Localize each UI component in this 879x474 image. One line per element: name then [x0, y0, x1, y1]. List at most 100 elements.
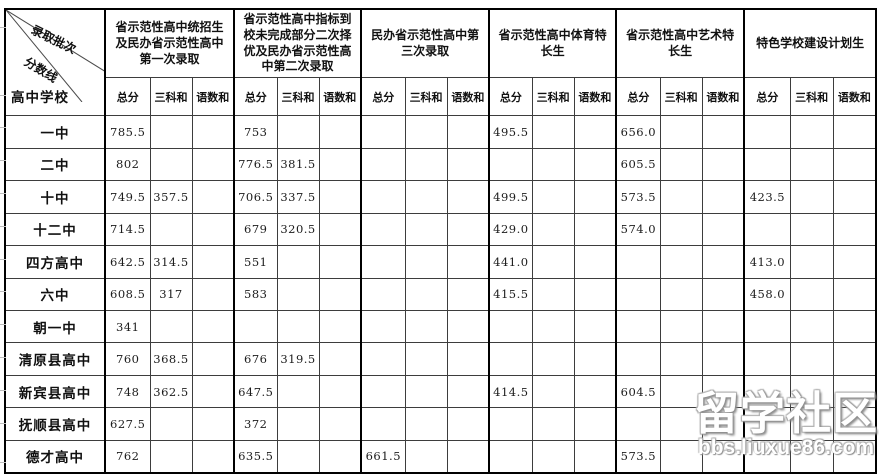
- school-name: 抚顺县高中: [4, 407, 106, 441]
- score-cell: [743, 439, 791, 474]
- subheader-cell: 语数和: [573, 77, 617, 117]
- score-cell: [701, 147, 745, 182]
- group-header-first-admission: 省示范性高中统招生及民办省示范性高中第一次录取: [103, 8, 235, 79]
- score-cell: [191, 147, 235, 182]
- gutter-gridline-tick: [0, 127, 6, 128]
- score-cell: 495.5: [488, 115, 533, 149]
- score-cell: 551: [233, 245, 278, 279]
- score-cell: 414.5: [488, 374, 533, 409]
- score-cell: [832, 147, 877, 182]
- score-cell: [659, 115, 703, 149]
- subheader-cell: 总分: [743, 77, 791, 117]
- score-cell: [360, 180, 406, 214]
- gutter-gridline-tick: [0, 423, 6, 424]
- score-cell: [318, 374, 362, 409]
- score-cell: [832, 309, 877, 344]
- score-cell: [488, 342, 533, 376]
- score-cell: [318, 212, 362, 247]
- score-cell: [832, 342, 877, 376]
- school-name: 十二中: [4, 212, 106, 247]
- score-cell: [531, 212, 575, 247]
- score-cell: [149, 115, 193, 149]
- score-cell: [149, 147, 193, 182]
- score-cell: [615, 245, 661, 279]
- score-cell: 372: [233, 407, 278, 441]
- score-cell: [446, 309, 490, 344]
- table-row: 德才高中 762 635.5 661.5 573.5: [4, 439, 877, 474]
- score-cell: 429.0: [488, 212, 533, 247]
- score-cell: [789, 439, 834, 474]
- score-cell: [573, 245, 617, 279]
- table-row: 六中 608.5 317 583 415.5 458.0: [4, 277, 877, 311]
- score-cell: [191, 277, 235, 311]
- score-cell: 647.5: [233, 374, 278, 409]
- score-cell: [404, 245, 448, 279]
- score-cell: 802: [104, 147, 151, 182]
- score-cell: [743, 374, 791, 409]
- score-cell: [659, 245, 703, 279]
- corner-label-school: 高中学校: [11, 90, 69, 107]
- score-cell: [446, 342, 490, 376]
- score-cell: 627.5: [104, 407, 151, 441]
- score-cell: [404, 342, 448, 376]
- score-cell: 499.5: [488, 180, 533, 214]
- score-cell: [318, 309, 362, 344]
- score-cell: [615, 309, 661, 344]
- score-cell: [360, 342, 406, 376]
- score-cell: [404, 277, 448, 311]
- table-row: 朝一中 341: [4, 309, 877, 344]
- score-cell: 574.0: [615, 212, 661, 247]
- score-cell: 749.5: [104, 180, 151, 214]
- score-cell: [531, 309, 575, 344]
- subheader-cell: 总分: [104, 77, 151, 117]
- subheader-cell: 语数和: [191, 77, 235, 117]
- score-cell: 748: [104, 374, 151, 409]
- score-cell: [701, 439, 745, 474]
- score-cell: 605.5: [615, 147, 661, 182]
- score-cell: [404, 115, 448, 149]
- score-cell: [191, 212, 235, 247]
- score-cell: [318, 342, 362, 376]
- score-cell: [318, 147, 362, 182]
- score-cell: 362.5: [149, 374, 193, 409]
- gutter-gridline-tick: [0, 357, 6, 358]
- score-cell: [360, 277, 406, 311]
- table-body: 一中 785.5 753 495.5 656.0 二中 802 776.5 381.5 605.5…: [4, 115, 877, 474]
- score-cell: [573, 115, 617, 149]
- gutter-gridline-tick: [0, 390, 6, 391]
- score-cell: [446, 374, 490, 409]
- score-cell: [404, 407, 448, 441]
- score-cell: [446, 245, 490, 279]
- score-cell: [573, 309, 617, 344]
- score-cell: 760: [104, 342, 151, 376]
- score-cell: 785.5: [104, 115, 151, 149]
- score-cell: 319.5: [276, 342, 320, 376]
- score-cell: [573, 180, 617, 214]
- score-cell: 635.5: [233, 439, 278, 474]
- corner-diagonals: 录取批次 分数线 高中学校: [6, 10, 104, 115]
- score-cell: [701, 115, 745, 149]
- score-cell: [701, 277, 745, 311]
- subheader-cell: 语数和: [446, 77, 490, 117]
- score-cell: [832, 115, 877, 149]
- score-cell: [276, 374, 320, 409]
- score-cell: 320.5: [276, 212, 320, 247]
- score-cell: [573, 374, 617, 409]
- score-cell: 415.5: [488, 277, 533, 311]
- score-cell: 604.5: [615, 374, 661, 409]
- score-cell: 357.5: [149, 180, 193, 214]
- subheader-cell: 三科和: [149, 77, 193, 117]
- score-cell: [276, 115, 320, 149]
- score-cell: [659, 180, 703, 214]
- score-cell: [276, 309, 320, 344]
- score-cell: 423.5: [743, 180, 791, 214]
- score-cell: [360, 212, 406, 247]
- group-header-second-admission: 省示范性高中指标到校未完成部分二次择优及民办省示范性高中第二次录取: [233, 8, 362, 79]
- score-cell: [832, 180, 877, 214]
- score-cell: 753: [233, 115, 278, 149]
- table-row: 十二中 714.5 679 320.5 429.0 574.0: [4, 212, 877, 247]
- score-cell: 441.0: [488, 245, 533, 279]
- score-cell: [404, 309, 448, 344]
- score-cell: [488, 407, 533, 441]
- score-cell: [573, 277, 617, 311]
